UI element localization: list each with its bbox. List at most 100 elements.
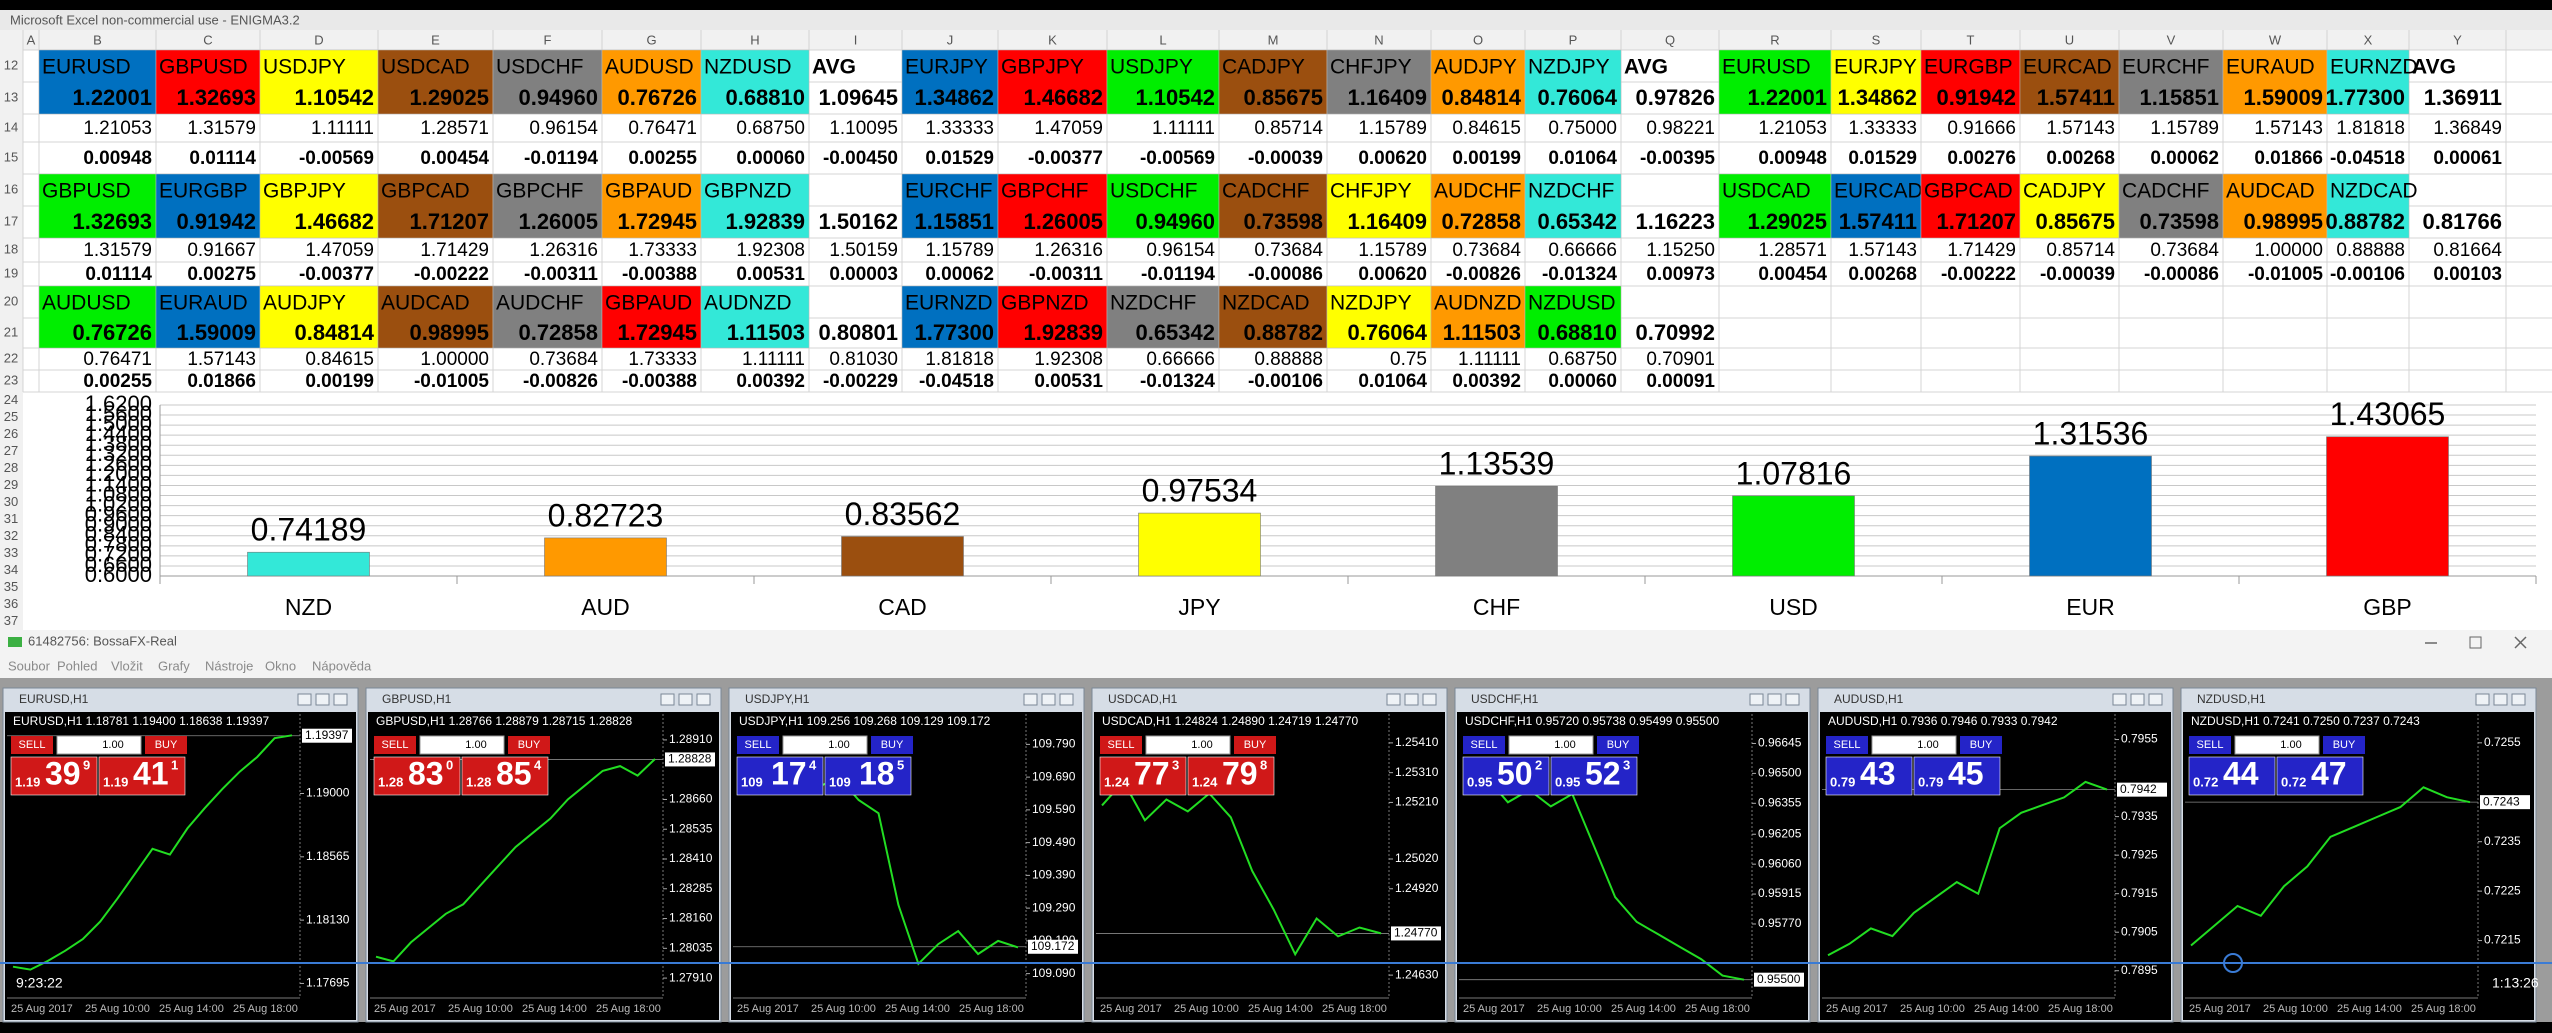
buy-button[interactable] [1960,736,2002,754]
lot-value[interactable]: 1.00 [828,739,849,751]
window-control[interactable] [1785,693,1800,706]
bid-box[interactable] [1825,756,1913,796]
menu-item[interactable]: Soubor [8,658,51,673]
sell-label[interactable]: SELL [1108,739,1135,751]
cell-value: 1.77300 [2325,85,2405,110]
window-control[interactable] [1386,693,1401,706]
sell-button[interactable] [737,736,779,754]
bid-box[interactable] [2188,756,2276,796]
sell-label[interactable]: SELL [1834,739,1861,751]
buy-button[interactable] [871,736,913,754]
ask-box[interactable] [1550,756,1638,796]
window-control[interactable] [1749,693,1764,706]
lot-input[interactable] [2234,735,2320,755]
sell-button[interactable] [11,736,53,754]
buy-label[interactable]: BUY [155,739,178,751]
lot-value[interactable]: 1.00 [1191,739,1212,751]
sell-button[interactable] [1100,736,1142,754]
buy-label[interactable]: BUY [881,739,904,751]
sell-label[interactable]: SELL [745,739,772,751]
window-control[interactable] [2475,693,2490,706]
sell-button[interactable] [374,736,416,754]
window-control[interactable] [2148,693,2163,706]
bid-box[interactable] [1462,756,1550,796]
window-control[interactable] [660,693,675,706]
bid-box[interactable] [1099,756,1187,796]
cell-value: -0.01324 [1542,264,1617,285]
window-control[interactable] [333,693,348,706]
lot-input[interactable] [419,735,505,755]
buy-button[interactable] [145,736,187,754]
lot-input[interactable] [782,735,868,755]
column-header: A [27,32,36,47]
ask-box[interactable] [1913,756,2001,796]
bid-box[interactable] [373,756,461,796]
window-control[interactable] [1422,693,1437,706]
sell-label[interactable]: SELL [2197,739,2224,751]
cell-value: 1.28571 [1758,240,1827,261]
window-control[interactable] [315,693,330,706]
bid-box[interactable] [736,756,824,796]
close-button[interactable] [2514,636,2527,649]
window-control[interactable] [1404,693,1419,706]
sell-button[interactable] [2189,736,2231,754]
lot-value[interactable]: 1.00 [465,739,486,751]
lot-input[interactable] [1145,735,1231,755]
sell-button[interactable] [1826,736,1868,754]
window-control[interactable] [2511,693,2526,706]
window-control[interactable] [696,693,711,706]
window-control[interactable] [2112,693,2127,706]
window-control[interactable] [1767,693,1782,706]
pair-name: AUDNZD [704,292,792,315]
lot-input[interactable] [1871,735,1957,755]
buy-label[interactable]: BUY [2333,739,2356,751]
ask-box[interactable] [2276,756,2364,796]
menu-item[interactable]: Nápověda [312,658,372,673]
menu-item[interactable]: Okno [265,658,296,673]
buy-label[interactable]: BUY [1244,739,1267,751]
sell-label[interactable]: SELL [382,739,409,751]
buy-label[interactable]: BUY [1607,739,1630,751]
buy-button[interactable] [1234,736,1276,754]
window-control[interactable] [2130,693,2145,706]
sell-button[interactable] [1463,736,1505,754]
lot-value[interactable]: 1.00 [2280,739,2301,751]
lot-input[interactable] [1508,735,1594,755]
row-header: 33 [4,545,18,560]
maximize-button[interactable] [2469,636,2482,649]
lot-value[interactable]: 1.00 [1917,739,1938,751]
bid-box[interactable] [10,756,98,796]
lot-value[interactable]: 1.00 [102,739,123,751]
menu-item[interactable]: Grafy [158,658,190,673]
menu-item[interactable]: Nástroje [205,658,253,673]
ask-box[interactable] [461,756,549,796]
window-control[interactable] [678,693,693,706]
cell-value: 0.00003 [829,264,898,285]
window-control[interactable] [297,693,312,706]
buy-button[interactable] [2323,736,2365,754]
menu-item[interactable]: Pohled [57,658,97,673]
window-control[interactable] [1059,693,1074,706]
buy-label[interactable]: BUY [518,739,541,751]
buy-button[interactable] [508,736,550,754]
ask-box[interactable] [1187,756,1275,796]
window-control[interactable] [2493,693,2508,706]
buy-label[interactable]: BUY [1970,739,1993,751]
pair-name: GBPJPY [1001,56,1084,79]
video-progress-handle[interactable] [2223,953,2243,973]
window-control[interactable] [1023,693,1038,706]
ask-box[interactable] [98,756,186,796]
buy-button[interactable] [1597,736,1639,754]
menu-item[interactable]: Vložit [111,658,143,673]
bid-digits: 44 [2223,755,2259,791]
ask-prefix: 1.24 [1192,774,1218,789]
sell-label[interactable]: SELL [1471,739,1498,751]
lot-input[interactable] [56,735,142,755]
window-control[interactable] [1041,693,1056,706]
cell-value: 1.73333 [628,240,697,261]
ask-box[interactable] [824,756,912,796]
cell-value: 0.01114 [85,264,152,285]
cell-value: 0.75000 [1548,118,1617,139]
sell-label[interactable]: SELL [19,739,46,751]
lot-value[interactable]: 1.00 [1554,739,1575,751]
